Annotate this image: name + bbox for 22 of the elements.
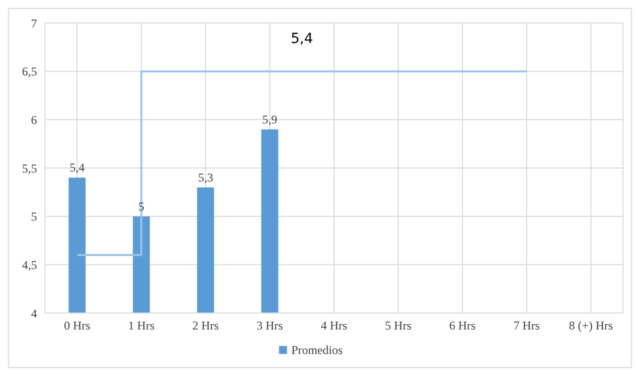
data-label: 5 — [138, 199, 144, 214]
data-label: 5,4 — [70, 160, 85, 175]
x-tick-label: 0 Hrs — [64, 318, 91, 333]
y-tick-label: 7 — [31, 16, 37, 30]
y-tick-label: 6,5 — [22, 64, 37, 79]
x-tick-label: 4 Hrs — [320, 318, 348, 333]
x-tick-label: 7 Hrs — [513, 318, 540, 333]
y-tick-label: 6 — [31, 112, 37, 127]
y-tick-label: 4 — [31, 306, 37, 320]
x-tick-label: 6 Hrs — [449, 318, 476, 333]
annotation: 5,4 — [290, 31, 314, 47]
y-tick-label: 5,5 — [22, 161, 37, 176]
data-label: 5,9 — [262, 112, 278, 126]
x-tick-label: 3 Hrs — [256, 318, 284, 333]
x-tick-label: 5 Hrs — [385, 318, 412, 333]
x-tick-label: 8 (+) Hrs — [568, 318, 614, 333]
y-tick-label: 4,5 — [22, 258, 37, 272]
y-tick-label: 5 — [31, 210, 37, 224]
x-tick-label: 1 Hrs — [128, 318, 155, 333]
legend-label: Promedios — [291, 343, 343, 357]
x-tick-label: 2 Hrs — [192, 318, 220, 333]
data-label: 5,3 — [198, 170, 214, 184]
